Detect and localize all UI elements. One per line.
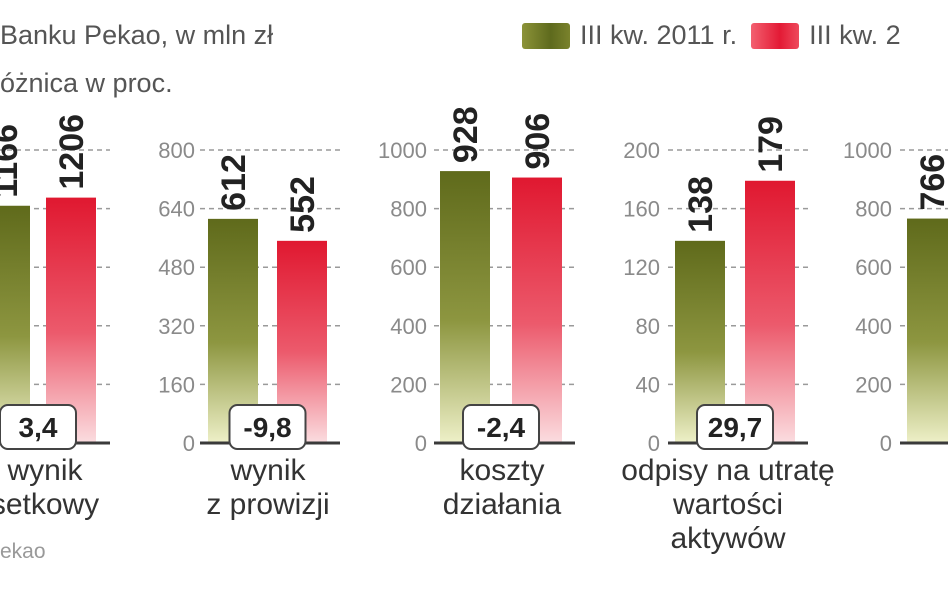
category-label: odpisy na utratę (621, 454, 834, 487)
y-tick-label: 200 (390, 372, 427, 397)
bar-2012 (745, 180, 795, 443)
y-tick-label: 0 (415, 431, 427, 456)
y-tick-label: 120 (623, 255, 660, 280)
difference-label: 3,4 (19, 412, 58, 443)
y-tick-label: 600 (855, 255, 892, 280)
y-tick-label: 800 (390, 197, 427, 222)
y-tick-label: 0 (183, 431, 195, 456)
category-label: z prowizji (206, 488, 329, 521)
data-label: 612 (215, 154, 253, 211)
y-tick-label: 400 (390, 314, 427, 339)
difference-label: 29,7 (708, 412, 763, 443)
bar-2012 (512, 177, 562, 444)
y-tick-label: 600 (390, 255, 427, 280)
data-label: 179 (752, 116, 790, 173)
chart-note: óżnica w proc. (0, 68, 173, 98)
chart-subtitle: Banku Pekao, w mln zł (0, 20, 274, 50)
y-tick-label: 640 (158, 197, 195, 222)
legend: III kw. 2011 r. III kw. 2 (522, 20, 915, 51)
y-tick-label: 0 (648, 431, 660, 456)
category-label: koszty (459, 454, 544, 487)
data-label: 906 (519, 113, 557, 170)
legend-label-2011: III kw. 2011 r. (580, 20, 738, 50)
bar-2011 (907, 218, 948, 443)
y-tick-label: 200 (855, 372, 892, 397)
data-label: 928 (447, 106, 485, 163)
category-label: działania (443, 488, 562, 521)
y-tick-label: 160 (623, 197, 660, 222)
difference-badge (462, 404, 540, 450)
data-label: 552 (284, 176, 322, 233)
y-tick-label: 1000 (843, 138, 892, 163)
bar-2011 (440, 171, 490, 443)
y-tick-label: 160 (158, 372, 195, 397)
difference-label: -9,8 (243, 412, 291, 443)
legend-label-2012: III kw. 2 (809, 20, 901, 50)
y-tick-label: 320 (158, 314, 195, 339)
category-label: wartości (672, 488, 783, 521)
data-label: 766 (914, 154, 948, 211)
y-tick-label: 800 (855, 197, 892, 222)
y-tick-label: 480 (158, 255, 195, 280)
category-label: setkowy (0, 488, 99, 521)
source-note: ekao (0, 540, 46, 563)
y-tick-label: 1000 (378, 138, 427, 163)
legend-swatch-2011 (522, 22, 570, 49)
bar-2011 (0, 205, 30, 443)
legend-swatch-2012 (751, 22, 800, 49)
category-label: wynik (229, 454, 306, 487)
y-tick-label: 0 (880, 431, 892, 456)
difference-label: -2,4 (477, 412, 526, 443)
difference-badge (696, 404, 774, 450)
y-tick-label: 400 (855, 314, 892, 339)
data-label: 138 (682, 176, 720, 233)
bar-2012 (46, 197, 96, 443)
difference-badge (0, 404, 77, 450)
y-tick-label: 80 (636, 314, 660, 339)
y-tick-label: 800 (158, 138, 195, 163)
category-label: aktywów (670, 522, 785, 555)
category-label: wynik (6, 454, 83, 487)
data-label: 1206 (53, 114, 91, 190)
difference-badge (228, 404, 307, 450)
y-tick-label: 40 (636, 372, 660, 397)
y-tick-label: 200 (623, 138, 660, 163)
data-label: 1166 (0, 124, 25, 198)
